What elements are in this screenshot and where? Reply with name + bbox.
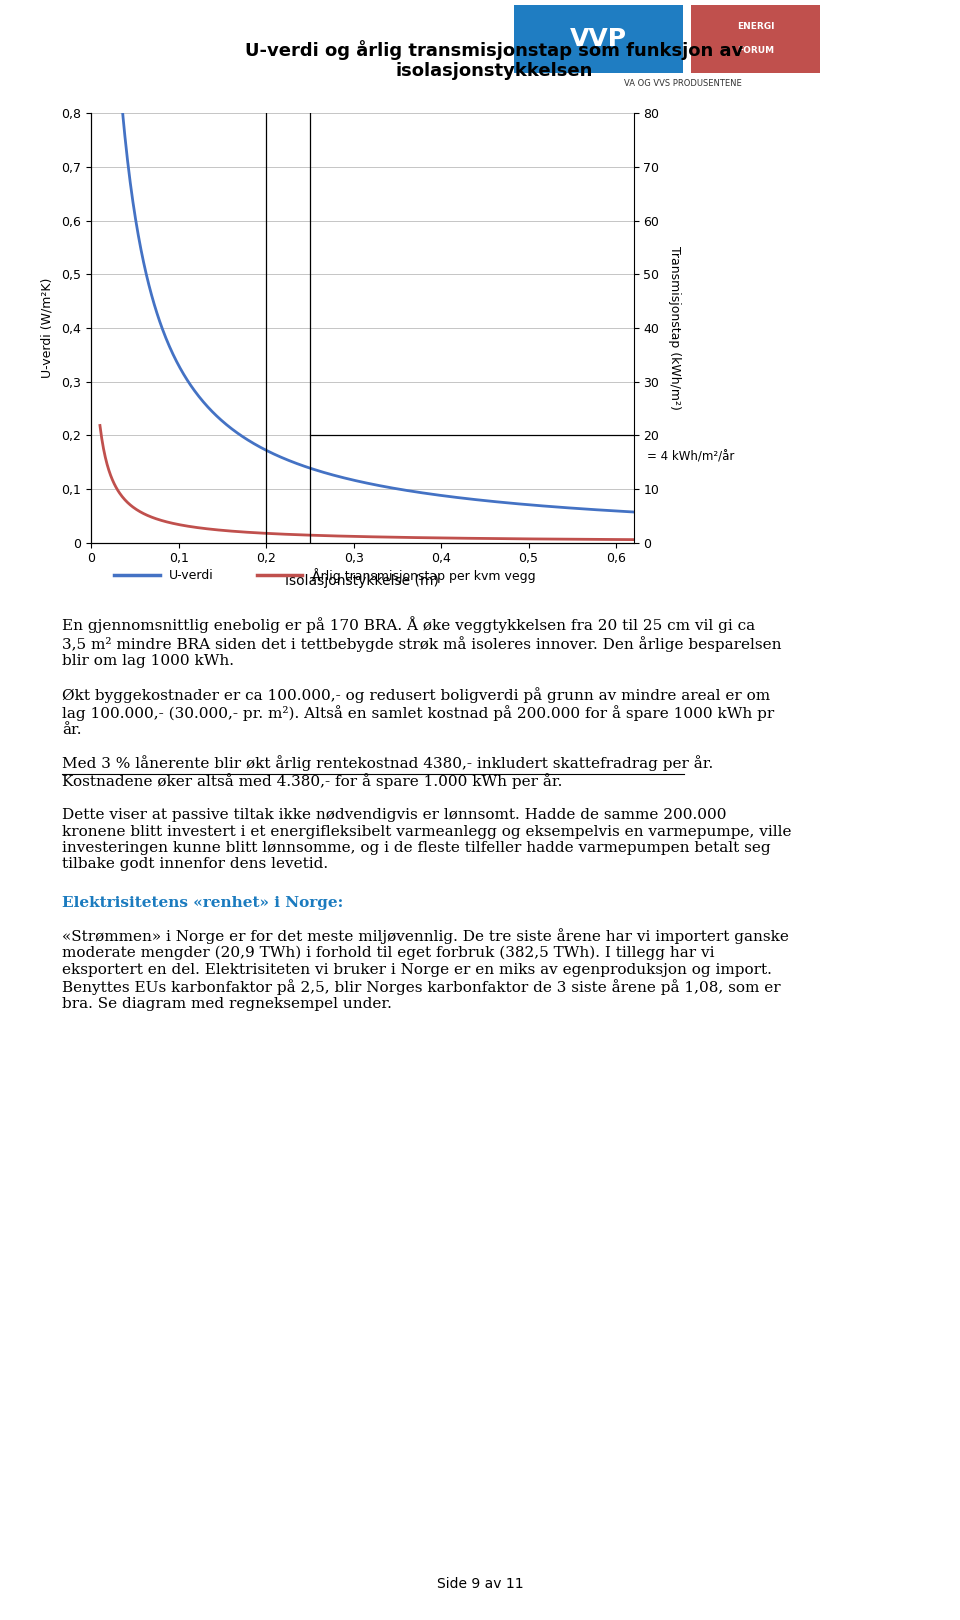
Text: Årlig transmisjonstap per kvm vegg: Årlig transmisjonstap per kvm vegg [312,567,536,583]
Text: FORUM: FORUM [737,47,774,55]
Text: Side 9 av 11: Side 9 av 11 [437,1578,523,1591]
Bar [691,5,820,73]
Text: Elektrisitetens «renhet» i Norge:: Elektrisitetens «renhet» i Norge: [62,896,344,910]
Text: VA OG VVS PRODUSENTENE: VA OG VVS PRODUSENTENE [624,79,742,87]
Y-axis label: Transmisjonstap (kWh/m²): Transmisjonstap (kWh/m²) [667,246,681,410]
Text: ENERGI: ENERGI [736,23,775,31]
Text: Dette viser at passive tiltak ikke nødvendigvis er lønnsomt. Hadde de samme 200.: Dette viser at passive tiltak ikke nødve… [62,808,792,872]
Text: = 4 kWh/m²/år: = 4 kWh/m²/år [647,450,734,463]
Text: U-verdi og årlig transmisjonstap som funksjon av
isolasjonstykkelsen: U-verdi og årlig transmisjonstap som fun… [245,39,744,81]
Bar [514,5,683,73]
X-axis label: Isolasjonstykkelse (m): Isolasjonstykkelse (m) [285,573,440,588]
Text: U-verdi: U-verdi [169,569,214,582]
Text: Økt byggekostnader er ca 100.000,- og redusert boligverdi på grunn av mindre are: Økt byggekostnader er ca 100.000,- og re… [62,687,775,737]
Text: «Strømmen» i Norge er for det meste miljøvennlig. De tre siste årene har vi impo: «Strømmen» i Norge er for det meste milj… [62,928,789,1011]
Text: Med 3 % lånerente blir økt årlig rentekostnad 4380,- inkludert skattefradrag per: Med 3 % lånerente blir økt årlig renteko… [62,755,713,771]
Y-axis label: U-verdi (W/m²K): U-verdi (W/m²K) [40,279,53,377]
Text: Kostnadene øker altså med 4.380,- for å spare 1.000 kWh per år.: Kostnadene øker altså med 4.380,- for å … [62,773,563,789]
Text: VVP: VVP [570,28,627,50]
Text: En gjennomsnittlig enebolig er på 170 BRA. Å øke veggtykkelsen fra 20 til 25 cm : En gjennomsnittlig enebolig er på 170 BR… [62,616,781,667]
